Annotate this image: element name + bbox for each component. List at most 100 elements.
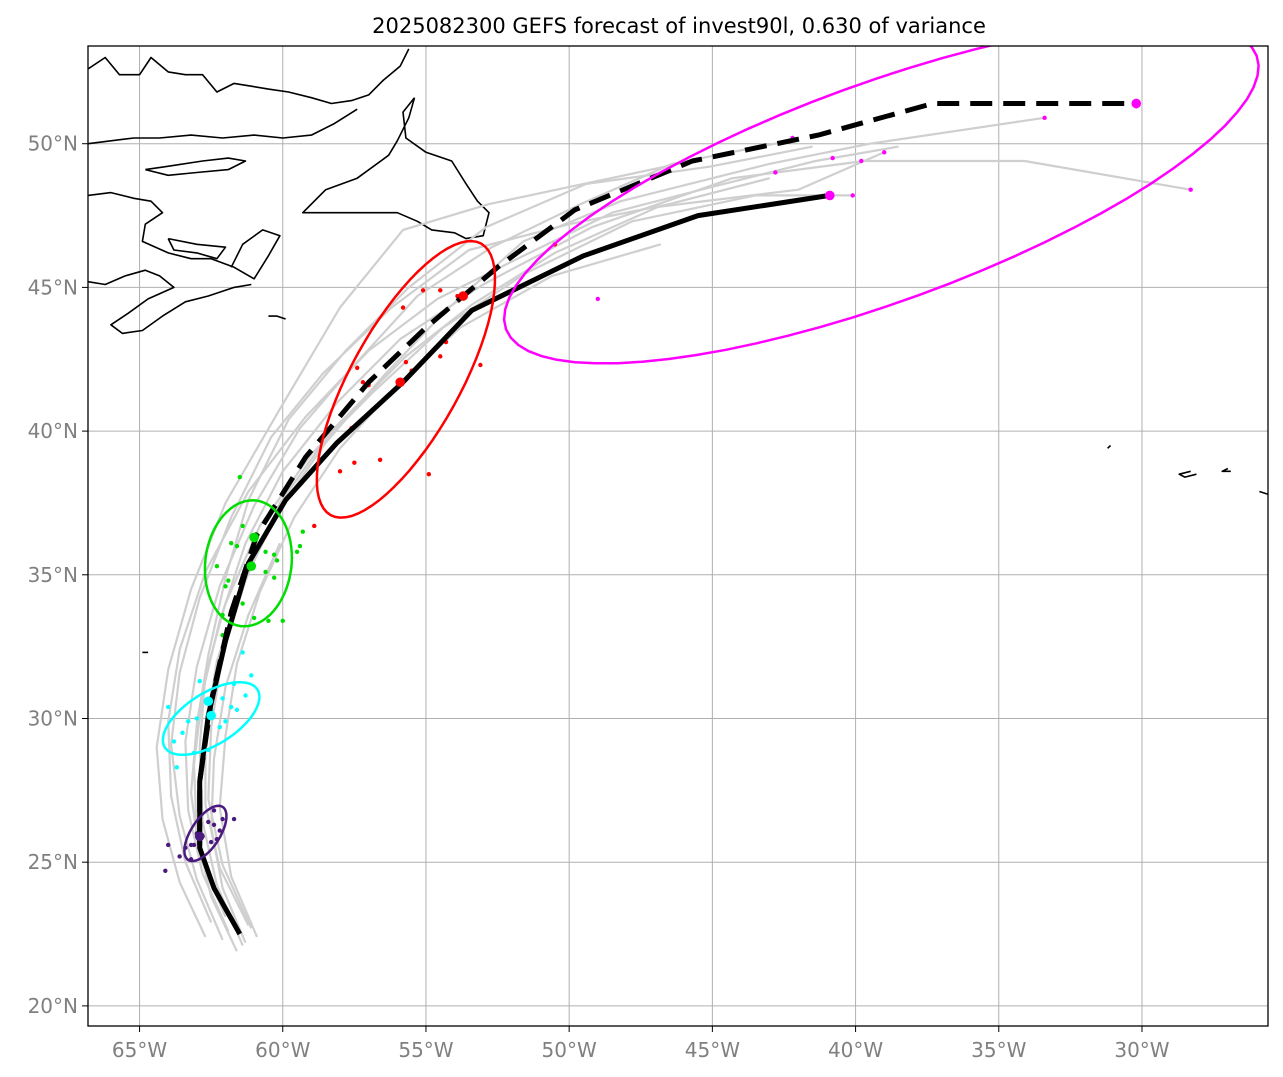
member-point-2-13	[271, 552, 277, 557]
coastline-9	[1221, 467, 1231, 473]
x-tick-label: 30°W	[1114, 1038, 1169, 1062]
x-tick-label: 65°W	[112, 1038, 167, 1062]
member-point-1-20	[243, 693, 248, 698]
x-tick-label: 45°W	[685, 1038, 740, 1062]
member-point-2-20	[280, 618, 285, 623]
uncertainty-ellipse-4	[502, 46, 1260, 365]
x-tick-label: 60°W	[255, 1038, 310, 1062]
member-point-2-3	[223, 584, 228, 589]
y-tick-label: 45°N	[28, 275, 78, 299]
member-point-3-7	[438, 354, 443, 359]
member-point-3-6	[478, 362, 483, 368]
member-point-1-11	[249, 673, 254, 678]
x-tick-label: 55°W	[398, 1038, 453, 1062]
center-marker-3-0	[458, 291, 468, 301]
member-point-4-10	[595, 296, 601, 302]
uncertainty-ellipse-1	[161, 680, 261, 757]
member-point-2-6	[274, 558, 280, 563]
member-point-0-5	[177, 854, 182, 859]
member-point-1-4	[229, 704, 234, 710]
member-point-0-16	[217, 828, 222, 833]
member-point-2-18	[271, 575, 277, 580]
plot-layer	[88, 46, 1268, 952]
y-tick-label: 40°N	[28, 419, 78, 443]
member-point-3-8	[355, 365, 360, 371]
member-point-1-19	[223, 719, 228, 724]
coastline-10	[1107, 444, 1112, 449]
member-point-1-12	[171, 739, 177, 744]
member-point-1-3	[180, 730, 185, 736]
member-point-2-0	[237, 474, 242, 480]
member-point-0-15	[163, 868, 168, 874]
plot-frame	[87, 45, 1269, 1027]
y-tick-label: 25°N	[28, 850, 78, 874]
coastline-0	[88, 48, 410, 105]
center-marker-1-1	[203, 696, 214, 707]
member-point-2-5	[229, 540, 234, 546]
member-track-2	[207, 151, 885, 929]
member-point-2-16	[294, 549, 300, 555]
member-track-9	[155, 159, 693, 938]
center-marker-2-0	[249, 532, 259, 543]
uncertainty-ellipse-0	[183, 804, 228, 863]
member-point-2-8	[251, 615, 257, 621]
center-marker-4-1	[824, 190, 835, 201]
member-point-3-4	[400, 305, 406, 310]
coastline-3	[145, 157, 247, 177]
member-track-1	[184, 139, 790, 932]
coastline-6	[88, 269, 252, 335]
coastline-8	[1178, 470, 1197, 478]
member-point-2-23	[266, 618, 271, 623]
member-point-1-1	[194, 716, 200, 721]
member-point-4-9	[830, 155, 835, 161]
coastline-2	[302, 97, 490, 240]
coastline-1	[88, 108, 358, 145]
member-point-0-0	[206, 819, 211, 825]
y-tick-label: 20°N	[28, 994, 78, 1018]
member-point-3-14	[426, 472, 432, 477]
center-marker-1-0	[206, 710, 216, 721]
coastline-11	[1259, 490, 1268, 496]
y-tick-label: 35°N	[28, 563, 78, 587]
member-point-2-4	[263, 549, 268, 555]
member-point-4-7	[850, 193, 855, 198]
member-point-3-13	[337, 469, 343, 474]
member-point-3-2	[360, 380, 366, 385]
member-point-0-11	[231, 816, 237, 822]
member-point-0-6	[220, 816, 225, 822]
member-point-1-6	[186, 719, 191, 724]
member-point-3-19	[403, 359, 409, 365]
member-point-1-16	[240, 650, 245, 655]
member-point-0-10	[165, 842, 171, 848]
center-marker-0-0	[194, 831, 205, 842]
x-tick-label: 40°W	[828, 1038, 883, 1062]
coastline-4	[88, 191, 281, 280]
member-point-3-9	[420, 288, 426, 293]
member-point-2-9	[297, 543, 303, 549]
center-marker-4-0	[1131, 98, 1142, 109]
uncertainty-ellipse-3	[315, 239, 497, 519]
member-point-4-6	[882, 150, 887, 155]
member-track-6	[192, 159, 1191, 952]
member-point-2-7	[240, 601, 245, 606]
member-point-3-15	[352, 460, 357, 465]
chart-title: 2025082300 GEFS forecast of invest90l, 0…	[372, 14, 986, 38]
member-track-10	[210, 542, 281, 944]
member-point-1-14	[234, 707, 240, 713]
member-point-1-10	[220, 696, 225, 701]
member-point-3-16	[438, 288, 443, 293]
coastline-5	[167, 237, 227, 260]
member-point-3-11	[377, 457, 383, 463]
uncertainty-ellipse-2	[203, 499, 294, 628]
coastline-7	[268, 315, 286, 320]
member-point-2-15	[214, 563, 220, 569]
member-point-4-2	[1042, 115, 1047, 121]
member-point-4-8	[773, 170, 778, 175]
x-tick-label: 35°W	[971, 1038, 1026, 1062]
member-point-2-22	[300, 529, 306, 534]
member-point-0-17	[191, 842, 197, 848]
center-marker-2-1	[246, 561, 257, 571]
consensus-track	[197, 101, 1137, 845]
member-point-0-4	[211, 808, 217, 813]
